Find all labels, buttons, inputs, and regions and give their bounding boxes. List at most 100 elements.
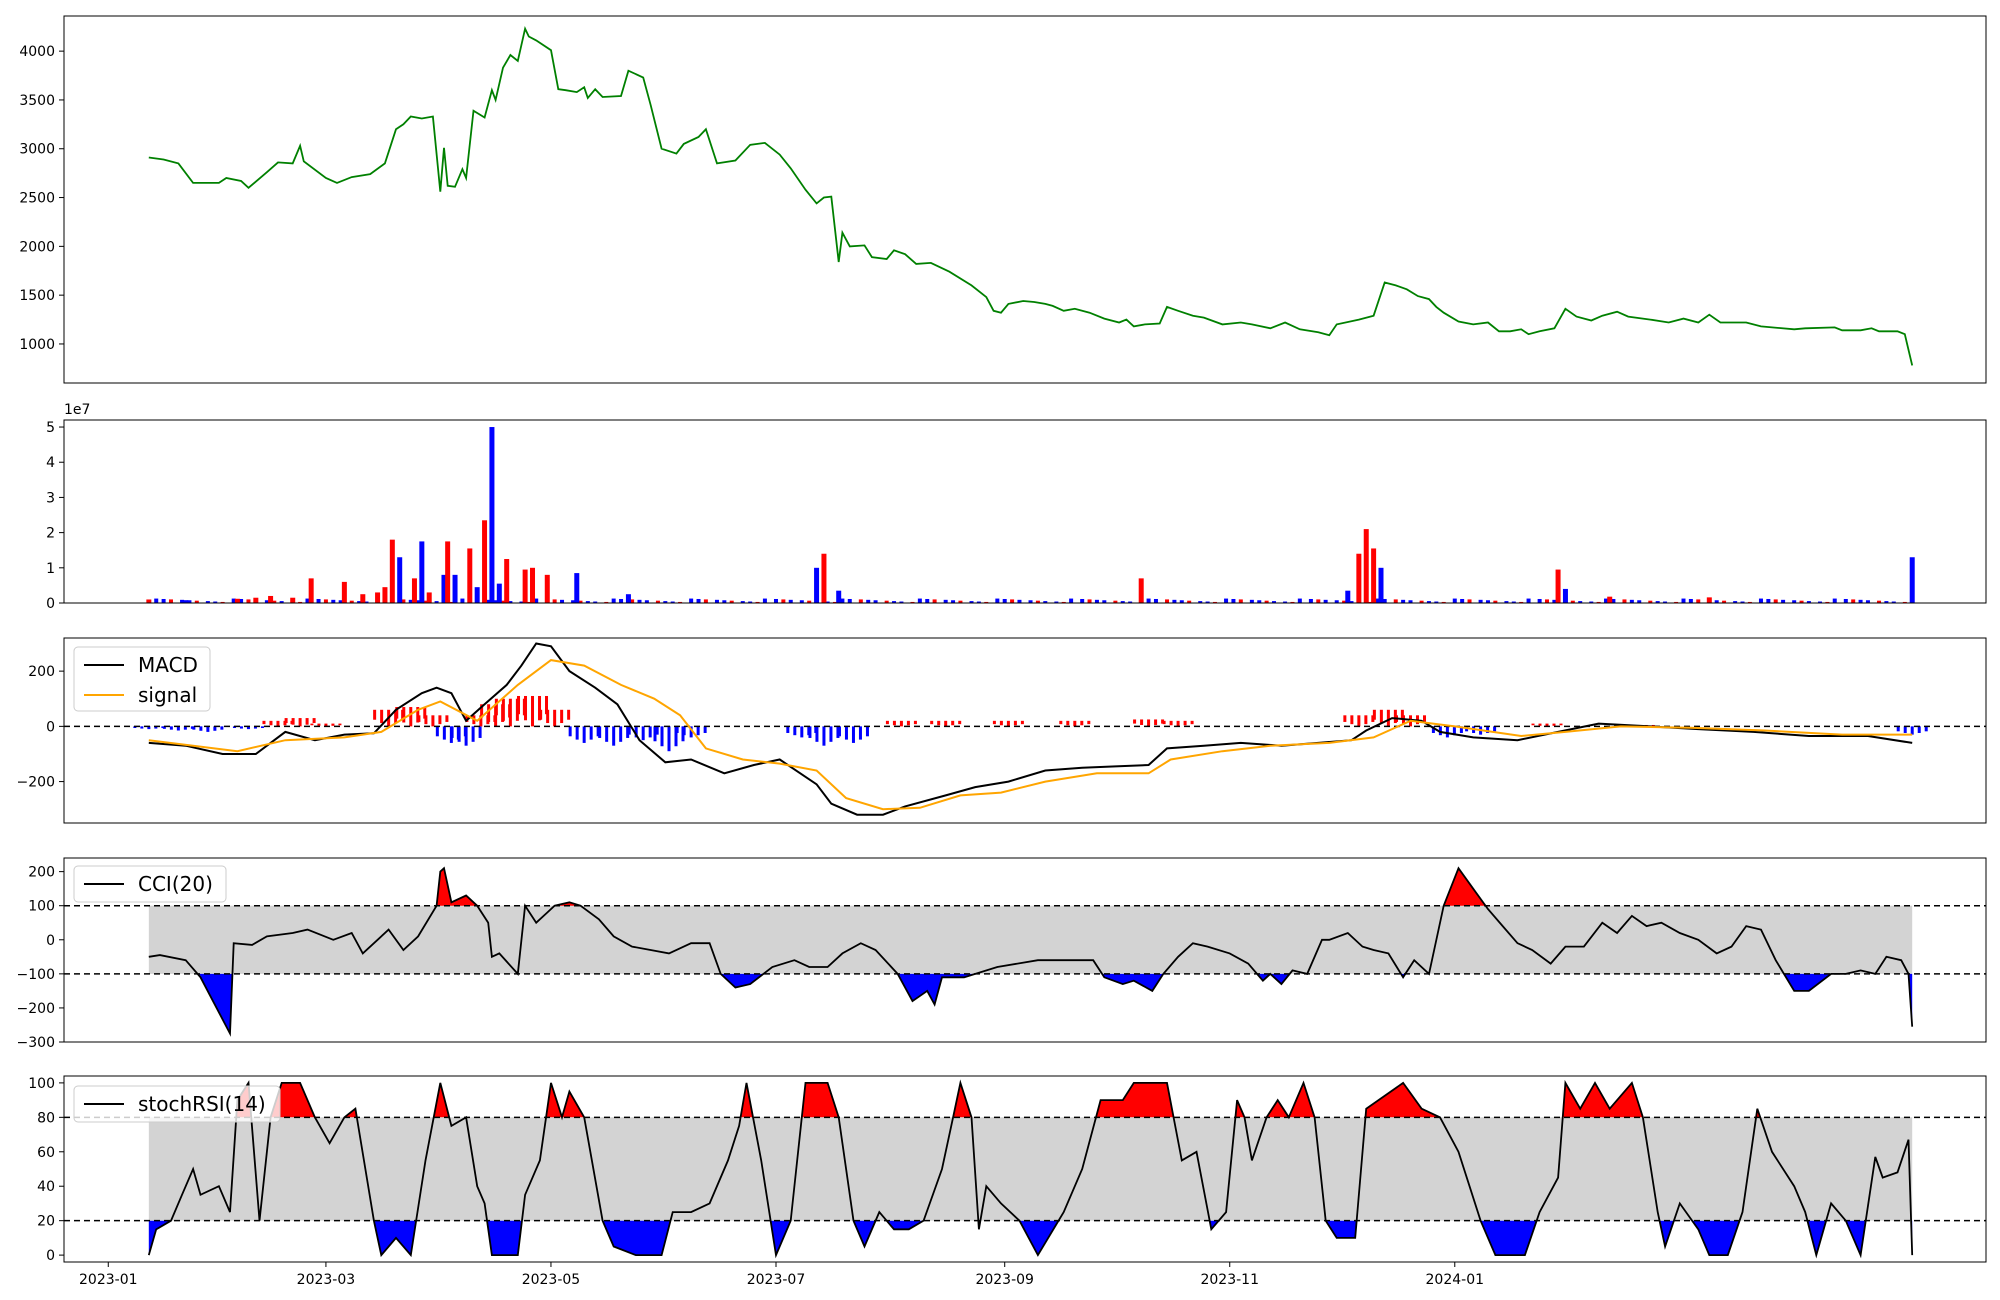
macd-histogram-bar — [190, 726, 194, 729]
macd-histogram-bar — [1452, 726, 1456, 736]
volume-bar — [788, 599, 793, 603]
volume-bar — [1478, 599, 1483, 603]
volume-bar — [268, 595, 274, 603]
macd-histogram-bar — [612, 726, 616, 746]
volume-bar — [943, 599, 948, 603]
date-tick-label: 2023-01 — [79, 1272, 138, 1288]
volume-bar — [1128, 601, 1133, 603]
volume-bar — [401, 599, 406, 603]
volume-bar — [1434, 601, 1439, 603]
cci-legend-label: CCI(20) — [138, 872, 213, 896]
macd-histogram-bar — [682, 726, 686, 736]
cci-panel: −300 −200 −100 0 100 200 — [17, 857, 1987, 1051]
volume-bar — [338, 600, 343, 603]
volume-bar — [585, 601, 590, 603]
macd-histogram-bar — [183, 726, 187, 730]
macd-histogram-bar — [416, 707, 420, 723]
volume-bar — [1604, 598, 1609, 603]
macd-histogram-bar — [269, 720, 273, 726]
stochrsi-ytick-label: 100 — [28, 1076, 55, 1092]
volume-bar — [1622, 599, 1627, 603]
macd-histogram-bar — [1538, 723, 1542, 726]
macd-histogram-bar — [324, 723, 328, 727]
date-tick-label: 2023-09 — [975, 1272, 1034, 1288]
volume-frame — [63, 419, 1987, 604]
volume-bar — [799, 600, 804, 603]
volume-bar — [1467, 599, 1472, 603]
volume-bar — [526, 601, 531, 603]
volume-bar — [755, 601, 760, 603]
volume-bar — [504, 559, 510, 603]
volume-bar — [1017, 599, 1022, 603]
price-frame — [63, 15, 1987, 384]
signal-legend-label: signal — [138, 683, 197, 707]
volume-bar — [183, 600, 189, 603]
stochrsi-line — [147, 1079, 1914, 1259]
macd-histogram-bar — [829, 726, 833, 742]
volume-bar — [781, 599, 786, 603]
volume-bar — [467, 548, 473, 603]
macd-histogram-bar — [865, 726, 869, 737]
volume-bar — [1113, 600, 1118, 603]
volume-bar — [180, 599, 185, 603]
macd-histogram-bar — [1006, 720, 1010, 727]
cci-legend-box — [73, 865, 227, 903]
volume-bar — [1877, 600, 1882, 603]
volume-bar — [1382, 598, 1387, 603]
macd-histogram-bar — [402, 707, 406, 723]
macd-histogram-bar — [689, 726, 693, 738]
volume-bar — [762, 598, 767, 603]
macd-histogram-bar — [494, 698, 498, 716]
macd-histogram-bar — [310, 723, 314, 726]
volume-bar — [840, 598, 845, 603]
date-tick-label: 2023-11 — [1200, 1272, 1259, 1288]
macd-histogram-bar — [487, 704, 491, 722]
volume-bar — [213, 601, 218, 603]
volume-bar — [663, 601, 668, 603]
macd-histogram-bar — [298, 718, 302, 727]
macd-line — [148, 642, 1913, 816]
volume-bar — [1224, 598, 1229, 603]
volume-bar — [519, 601, 524, 603]
volume-bar — [1297, 598, 1302, 603]
stochrsi-legend-label: stochRSI(14) — [138, 1092, 266, 1116]
macd-histogram-bar — [696, 726, 700, 736]
volume-bar — [740, 601, 745, 603]
volume-bar — [1773, 599, 1778, 603]
volume-bar — [298, 601, 303, 603]
volume-bar — [1323, 599, 1328, 603]
volume-bar — [279, 601, 284, 603]
volume-bar — [1578, 601, 1583, 603]
volume-bar — [419, 541, 425, 603]
volume-bar — [1257, 600, 1262, 603]
volume-bar — [1909, 557, 1915, 603]
macd-histogram-bar — [1559, 723, 1563, 726]
volume-bar — [1817, 601, 1822, 603]
volume-bar — [434, 601, 439, 603]
volume-bar — [1607, 596, 1613, 603]
volume-bar — [1408, 600, 1413, 603]
volume-bar — [1069, 598, 1074, 603]
volume-bar — [1345, 590, 1351, 603]
volume-bar — [1511, 601, 1516, 603]
volume-bar — [146, 599, 152, 603]
volume-bar — [1205, 601, 1210, 603]
volume-bar — [1674, 601, 1679, 603]
volume-bar — [976, 601, 981, 603]
macd-histogram-bar — [1183, 720, 1187, 726]
macd-histogram-bar — [1371, 715, 1375, 722]
volume-bar — [460, 598, 465, 603]
macd-histogram-bar — [291, 718, 295, 725]
volume-bar — [899, 601, 904, 603]
volume-bar — [814, 567, 820, 603]
macd-histogram-bar — [892, 720, 896, 726]
cci-line — [148, 866, 1914, 1037]
macd-histogram-bar — [1917, 726, 1921, 733]
macd-histogram-bar — [305, 718, 309, 725]
macd-histogram-bar — [1140, 719, 1144, 725]
volume-bar — [1891, 601, 1896, 603]
macd-histogram-bar — [568, 726, 572, 737]
volume-bar — [619, 598, 624, 603]
macd-histogram-bar — [1162, 720, 1166, 725]
cci-ytick-label: 200 — [28, 865, 55, 881]
